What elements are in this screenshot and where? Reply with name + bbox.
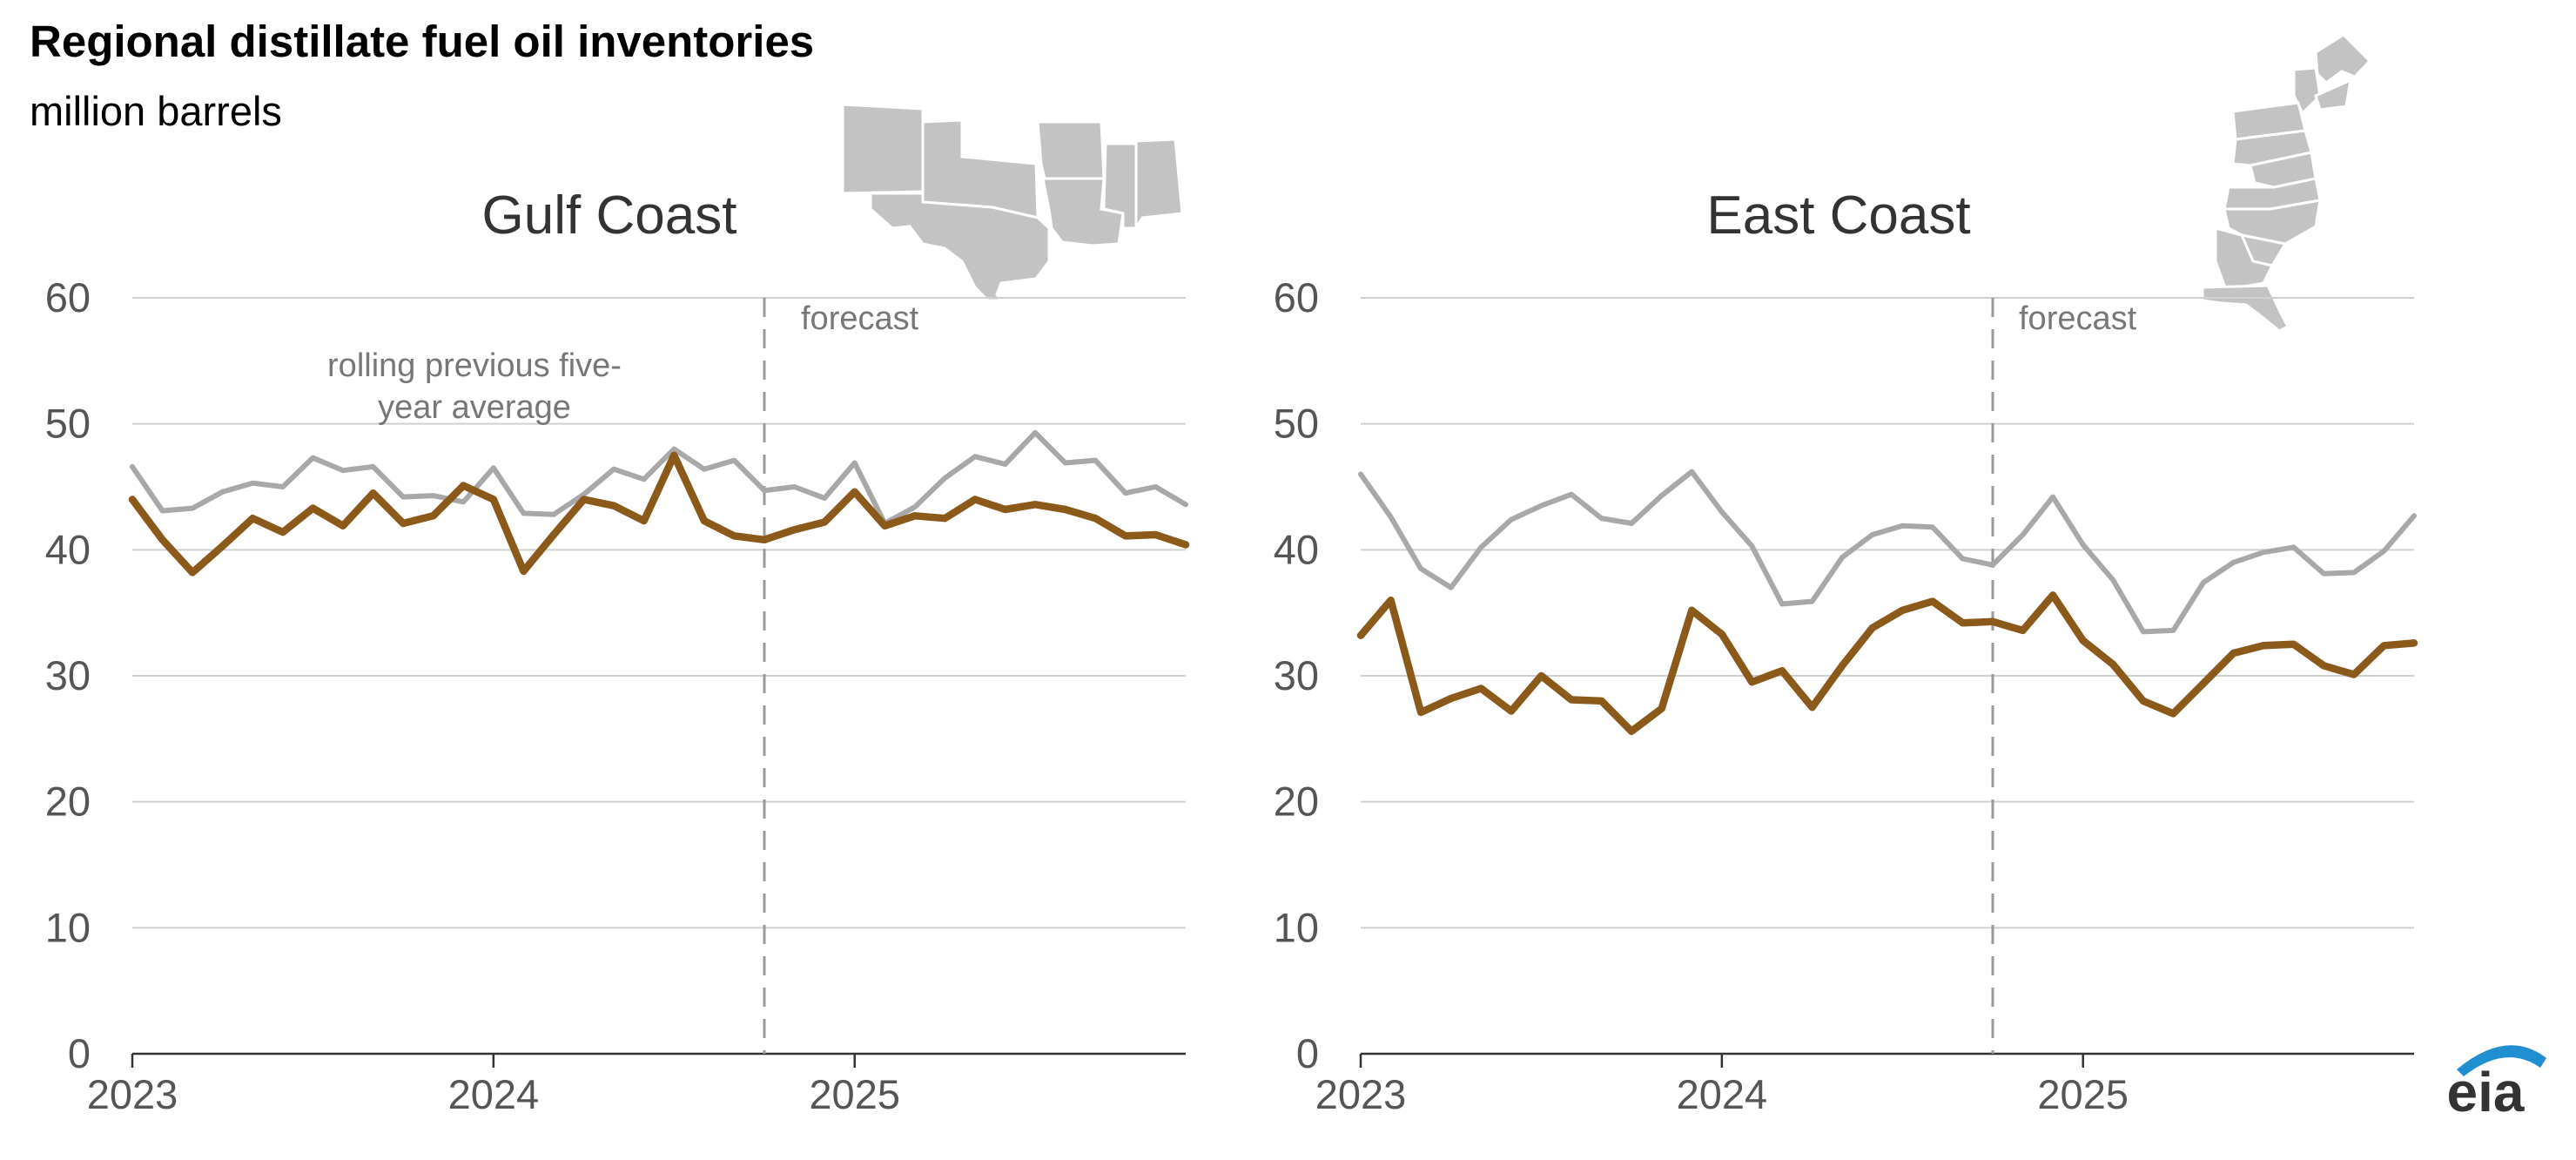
y-tick-label: 60 — [1274, 274, 1319, 320]
eia-logo-text: eia — [2447, 1061, 2525, 1123]
eia-logo-swoosh-icon — [2457, 1045, 2546, 1076]
forecast-label: forecast — [801, 300, 919, 337]
chart-subtitle: million barrels — [30, 88, 282, 134]
average-annotation: year average — [378, 389, 571, 426]
gulf-coast-map-icon — [841, 103, 1184, 302]
y-tick-label: 30 — [45, 652, 91, 698]
y-tick-label: 50 — [1274, 401, 1319, 447]
x-tick-label: 2023 — [87, 1071, 178, 1117]
eia-logo: eia — [2447, 1045, 2546, 1123]
forecast-label: forecast — [2019, 300, 2137, 337]
y-tick-label: 30 — [1274, 652, 1319, 698]
y-tick-label: 60 — [45, 274, 91, 320]
y-tick-label: 10 — [45, 904, 91, 950]
y-tick-label: 20 — [45, 779, 91, 825]
series-line-average — [130, 429, 1188, 526]
y-tick-label: 40 — [45, 526, 91, 572]
series-line-inventory — [1356, 591, 2418, 735]
x-tick-label: 2024 — [448, 1071, 540, 1117]
x-tick-label: 2023 — [1315, 1071, 1407, 1117]
chart-title: Regional distillate fuel oil inventories — [30, 17, 815, 66]
average-annotation: rolling previous five- — [327, 347, 622, 384]
east-coast-map-icon — [2201, 33, 2372, 333]
panel-east-coast: East Coast 0 10 20 30 40 50 60 2023 2024 2025 forec… — [1274, 185, 2418, 1117]
x-tick-label: 2024 — [1677, 1071, 1768, 1117]
panel-title: East Coast — [1706, 185, 1970, 246]
panel-title: Gulf Coast — [482, 185, 737, 246]
x-tick-label: 2025 — [809, 1071, 900, 1117]
y-tick-label: 40 — [1274, 526, 1319, 572]
y-tick-label: 50 — [45, 401, 91, 447]
y-tick-label: 10 — [1274, 904, 1319, 950]
y-tick-label: 20 — [1274, 779, 1319, 825]
x-tick-label: 2025 — [2037, 1071, 2129, 1117]
series-line-inventory — [128, 451, 1190, 577]
y-tick-label: 0 — [68, 1030, 91, 1076]
y-tick-label: 0 — [1296, 1030, 1319, 1076]
panel-gulf-coast: Gulf Coast 0 10 20 30 40 50 60 2023 2024 2025 forec… — [45, 185, 1190, 1117]
series-line-average — [1358, 469, 2417, 635]
